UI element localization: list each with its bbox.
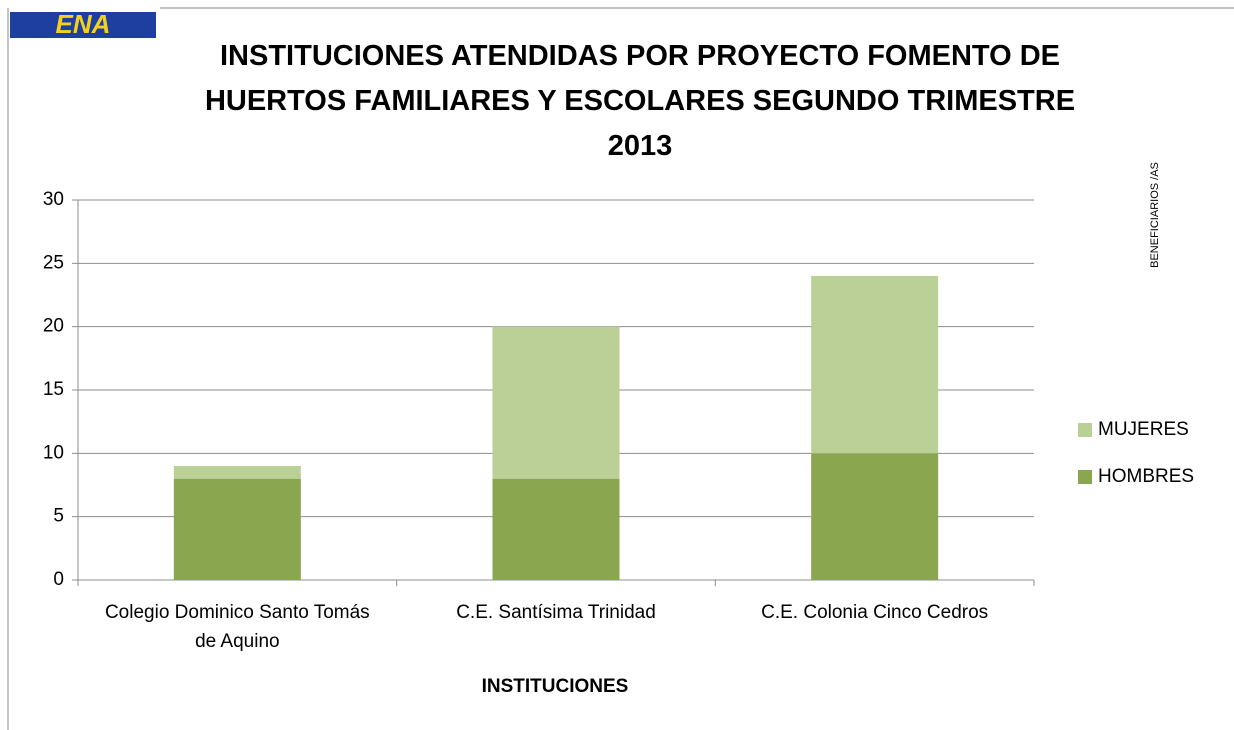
bar-segment (492, 326, 620, 479)
chart-title: INSTITUCIONES ATENDIDAS POR PROYECTO FOM… (204, 40, 1076, 162)
logo-box (10, 12, 156, 38)
x-tick-label: Colegio Dominico Santo Tomás de Aquino (104, 602, 370, 652)
legend-label: MUJERES (1098, 419, 1189, 440)
bar-segment (173, 478, 301, 580)
y-tick-label: 15 (43, 379, 64, 400)
x-tick-label: C.E. Colonia Cinco Cedros (761, 602, 989, 623)
legend-swatch (1078, 423, 1092, 437)
legend-swatch (1078, 470, 1092, 484)
y-tick-label: 10 (43, 442, 64, 463)
bar-segment (811, 453, 939, 580)
y-tick-label: 25 (43, 252, 64, 273)
y-tick-label: 5 (53, 506, 64, 527)
x-tick-label: C.E. Santísima Trinidad (456, 602, 656, 623)
x-axis-label: INSTITUCIONES (481, 676, 629, 697)
y-tick-label: 20 (43, 316, 64, 337)
legend-label: HOMBRES (1098, 466, 1194, 487)
bar-segment (811, 276, 939, 454)
logo: ENA (56, 9, 111, 39)
bar-segment (173, 466, 301, 479)
y-axis-label: BENEFICIARIOS /AS (1149, 162, 1161, 268)
bar-segment (492, 478, 620, 580)
y-tick-label: 30 (43, 189, 64, 210)
y-tick-label: 0 (53, 569, 64, 590)
